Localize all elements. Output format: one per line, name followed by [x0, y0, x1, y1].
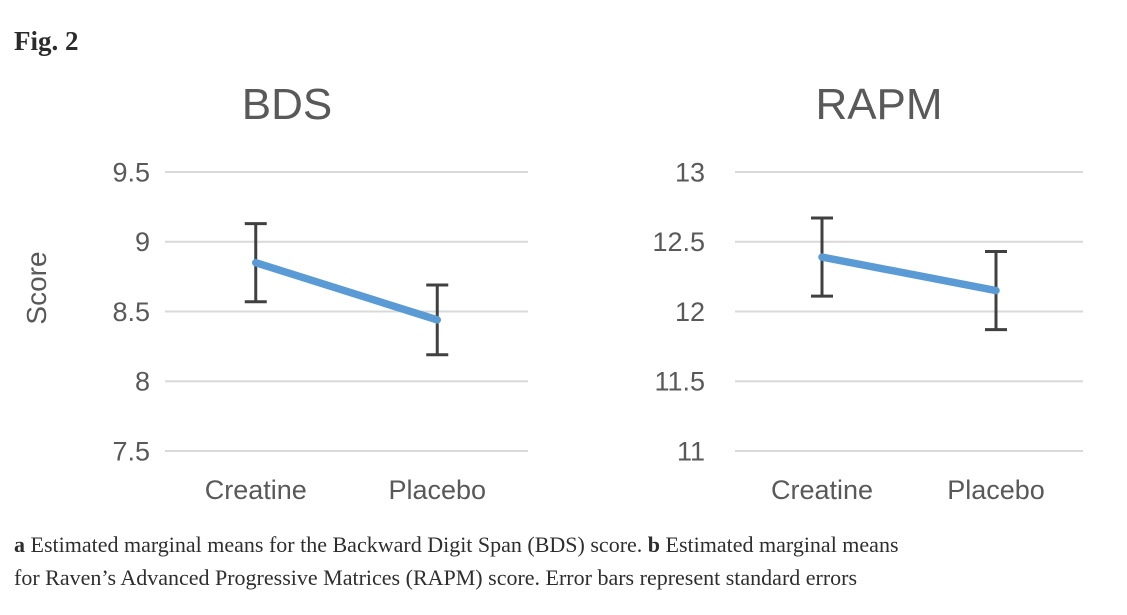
y-tick-label: 11: [677, 436, 705, 466]
chart-title: BDS: [242, 80, 332, 129]
figure-caption: a Estimated marginal means for the Backw…: [14, 528, 1124, 594]
x-tick-label: Placebo: [388, 475, 486, 505]
figure-label: Fig. 2: [14, 26, 79, 56]
y-tick-label: 12: [675, 297, 705, 327]
x-tick-label: Creatine: [771, 475, 873, 505]
caption-line: a Estimated marginal means for the Backw…: [14, 528, 1124, 561]
series-line: [252, 258, 441, 324]
y-tick-label: 9.5: [112, 157, 150, 187]
caption-text: Estimated marginal means: [660, 532, 899, 557]
y-tick-label: 7.5: [112, 436, 150, 466]
series-line: [818, 253, 1000, 295]
y-tick-label: 8.5: [112, 297, 150, 327]
bds-chart: BDS 9.5 9 8.5 8 7.5 Score Creatine Placebo: [21, 80, 528, 505]
caption-panel-marker: b: [647, 532, 661, 557]
y-axis-title: Score: [21, 251, 52, 324]
y-tick-label: 12.5: [652, 227, 705, 257]
x-tick-label: Placebo: [947, 475, 1045, 505]
y-tick-label: 8: [135, 367, 150, 397]
chart-title: RAPM: [815, 80, 942, 129]
caption-panel-marker: a: [14, 532, 25, 557]
y-tick-label: 11.5: [654, 367, 705, 397]
caption-line: for Raven’s Advanced Progressive Matrice…: [14, 561, 1124, 594]
x-tick-label: Creatine: [205, 475, 307, 505]
caption-text: Estimated marginal means for the Backwar…: [25, 532, 648, 557]
rapm-chart: RAPM 13 12.5 12 11.5 11 Creatine Placebo: [652, 80, 1083, 505]
caption-text: for Raven’s Advanced Progressive Matrice…: [14, 565, 858, 590]
y-tick-label: 13: [675, 157, 705, 187]
y-tick-label: 9: [135, 227, 150, 257]
